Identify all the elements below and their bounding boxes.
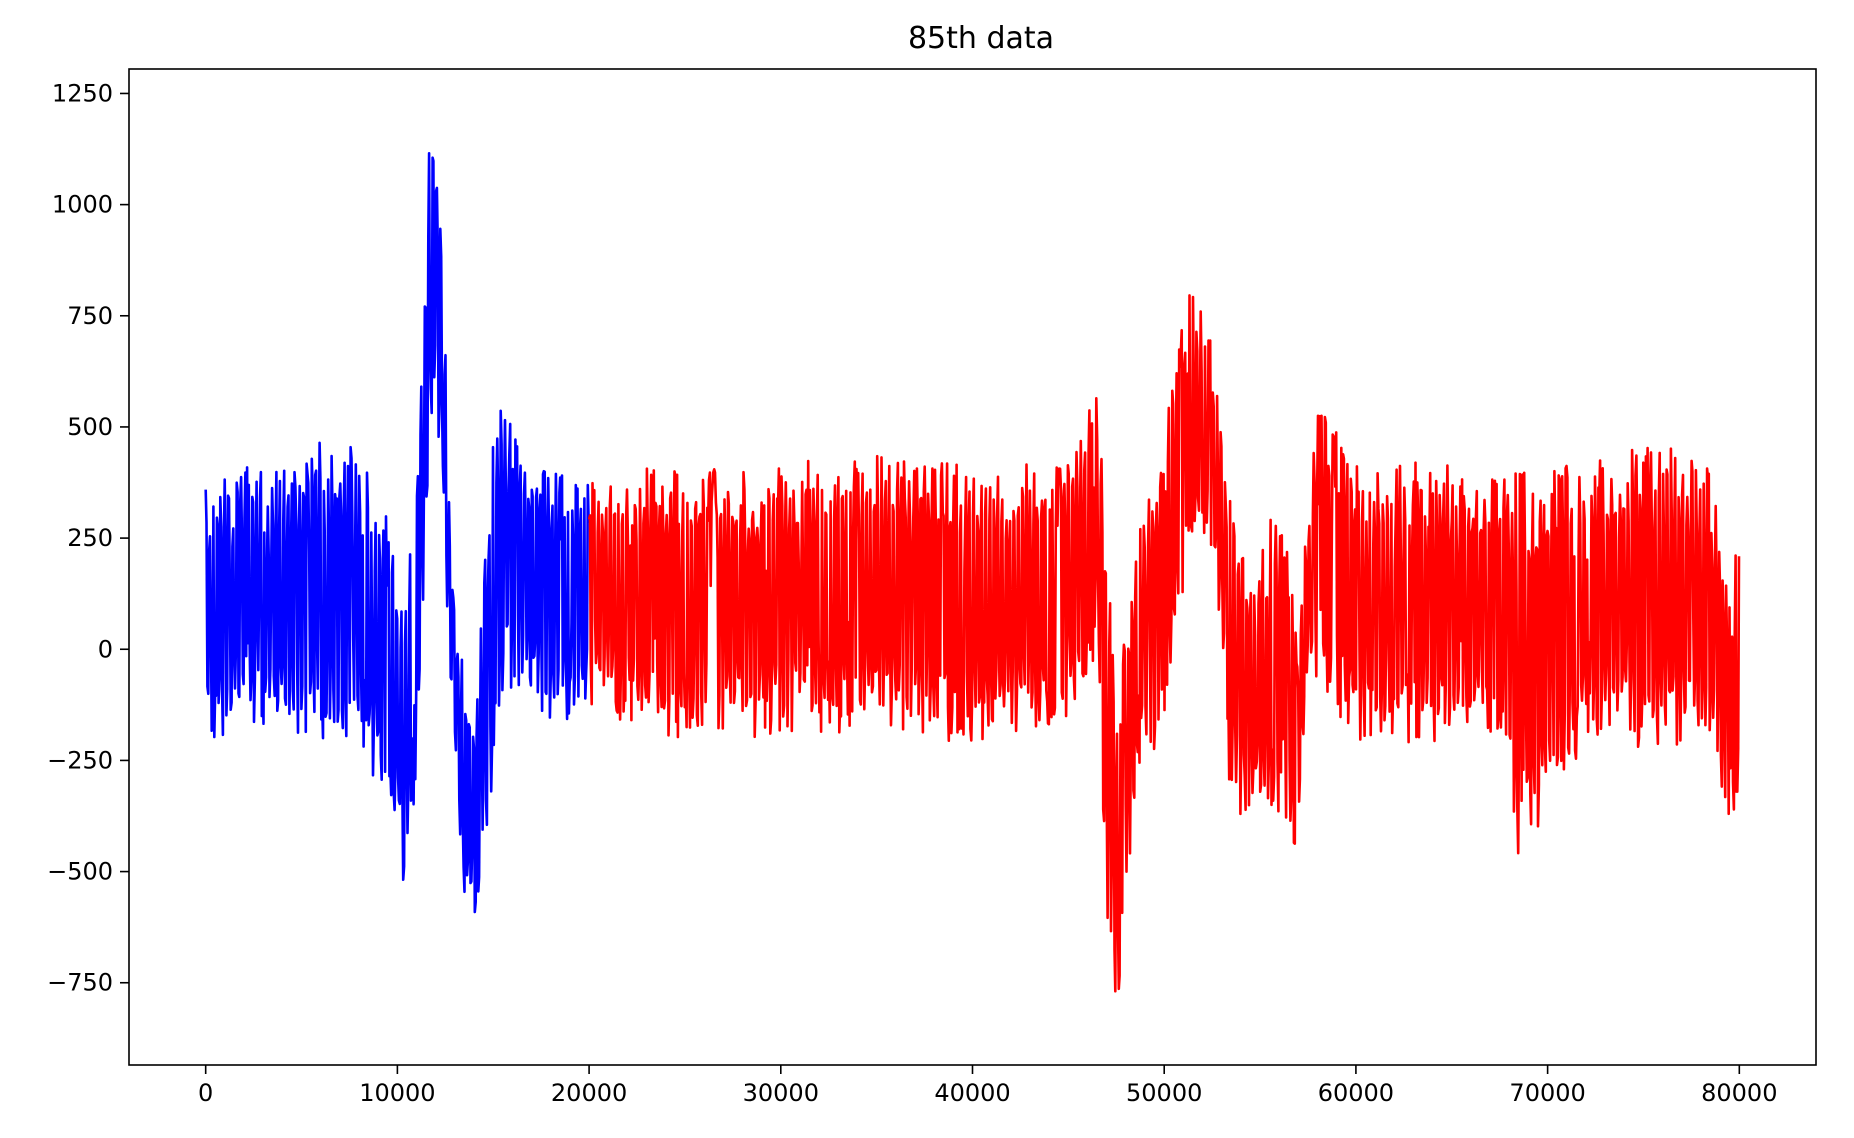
- series-line-segment-1: [204, 152, 590, 914]
- series-line-segment-2: [587, 294, 1741, 993]
- x-tick-label: 30000: [743, 1079, 819, 1107]
- x-tick-label: 80000: [1701, 1079, 1777, 1107]
- x-tick-label: 40000: [934, 1079, 1010, 1107]
- x-tick-label: 60000: [1318, 1079, 1394, 1107]
- x-axis: 0 10000 20000 30000 40000 50000 60000 70000 8000…: [198, 1065, 1777, 1107]
- x-tick-label: 70000: [1509, 1079, 1585, 1107]
- chart-title: 85th data: [908, 21, 1054, 56]
- x-tick-label: 0: [198, 1079, 213, 1107]
- x-tick-label: 10000: [359, 1079, 435, 1107]
- y-tick-label: 250: [67, 524, 113, 552]
- x-tick-label: 20000: [551, 1079, 627, 1107]
- y-tick-label: −250: [47, 746, 113, 774]
- y-tick-label: −750: [47, 969, 113, 997]
- plot-frame: [128, 68, 1817, 1066]
- y-tick-label: 750: [67, 302, 113, 330]
- series-layer: [204, 152, 1741, 993]
- y-tick-label: 500: [67, 413, 113, 441]
- y-tick-label: 0: [98, 635, 113, 663]
- x-tick-label: 50000: [1126, 1079, 1202, 1107]
- y-tick-label: 1250: [52, 79, 113, 107]
- y-tick-label: −500: [47, 858, 113, 886]
- y-axis: −750 −500 −250 0 250 500 750 1000 1250: [47, 79, 129, 997]
- y-tick-label: 1000: [52, 191, 113, 219]
